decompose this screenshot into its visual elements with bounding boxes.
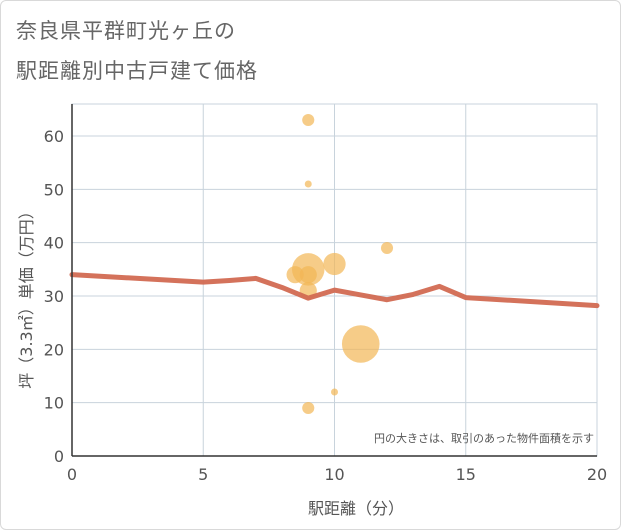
size-note: 円の大きさは、取引のあった物件面積を示す	[374, 431, 594, 445]
x-tick-label-20: 20	[587, 465, 607, 484]
y-axis-label: 坪（3.3㎡）単価（万円）	[17, 203, 36, 388]
bubble-point-10	[302, 401, 315, 415]
y-tick-label-60: 60	[44, 127, 64, 146]
bubble-point-7	[380, 241, 394, 255]
y-tick-label-0: 0	[54, 447, 64, 466]
bubble-point-1	[304, 180, 312, 188]
bubble-point-8	[341, 325, 380, 363]
bubble-point-9	[331, 388, 338, 396]
chart-title-line1: 奈良県平群町光ヶ丘の	[16, 19, 236, 43]
y-tick-label-40: 40	[44, 234, 64, 253]
x-tick-label-10: 10	[324, 465, 344, 484]
x-axis-label: 駅距離（分）	[308, 499, 404, 518]
tick-labels: 0 10 20 30 40 50 60 0 5 10 15 20	[44, 127, 608, 484]
y-tick-label-10: 10	[44, 394, 64, 413]
bubble-series	[286, 113, 394, 415]
y-tick-label-30: 30	[44, 287, 64, 306]
bubble-point-3	[299, 266, 317, 284]
trend-line-group	[69, 272, 600, 309]
axes	[71, 104, 597, 457]
chart-title-line2: 駅距離別中古戸建て価格	[16, 59, 258, 83]
bubble-point-5	[286, 266, 304, 284]
x-tick-label-15: 15	[456, 465, 476, 484]
y-tick-label-20: 20	[44, 340, 64, 359]
bubble-point-6	[323, 252, 346, 276]
x-tick-label-0: 0	[67, 465, 77, 484]
x-tick-label-5: 5	[198, 465, 208, 484]
y-tick-label-50: 50	[44, 180, 64, 199]
trend-line	[69, 272, 600, 309]
bubble-point-0	[302, 113, 315, 127]
